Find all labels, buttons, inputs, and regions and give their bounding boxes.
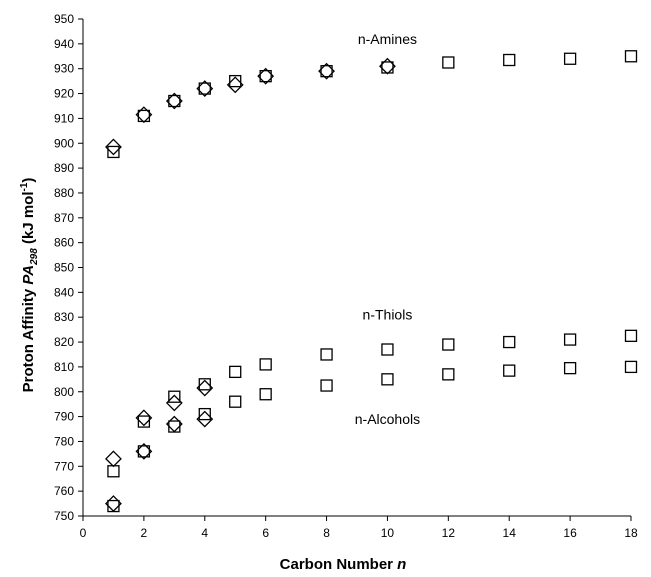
square-point	[260, 389, 271, 400]
y-tick-label: 950	[54, 12, 74, 26]
square-point	[443, 339, 454, 350]
y-tick-label: 870	[54, 211, 74, 225]
y-tick-label: 800	[54, 385, 74, 399]
square-point	[565, 53, 576, 64]
square-point	[504, 55, 515, 66]
square-point	[443, 369, 454, 380]
square-point	[443, 57, 454, 68]
square-point	[199, 409, 210, 420]
y-tick-label: 850	[54, 261, 74, 275]
x-tick-label: 4	[201, 526, 208, 540]
square-point	[382, 374, 393, 385]
x-tick-label: 0	[80, 526, 87, 540]
y-tick-label: 940	[54, 37, 74, 51]
y-tick-label: 770	[54, 459, 74, 473]
x-tick-label: 8	[323, 526, 330, 540]
x-tick-label: 18	[624, 526, 638, 540]
square-point	[382, 344, 393, 355]
y-tick-label: 760	[54, 484, 74, 498]
square-point	[504, 365, 515, 376]
square-point	[321, 380, 332, 391]
square-point	[504, 337, 515, 348]
y-axis-title: Proton Affinity PA298 (kJ mol-1)	[19, 178, 40, 393]
annotation-label: n-Alcohols	[355, 411, 420, 427]
annotations: n-Amines n-Thiols n-Alcohols	[355, 31, 420, 427]
annotation-label: n-Thiols	[363, 307, 413, 323]
series-square	[108, 51, 637, 512]
y-tick-label: 860	[54, 236, 74, 250]
x-axis-title: Carbon Number n	[280, 556, 407, 573]
x-tick-label: 12	[442, 526, 456, 540]
square-point	[260, 359, 271, 370]
y-tick-label: 890	[54, 161, 74, 175]
y-tick-label: 790	[54, 410, 74, 424]
y-tick-label: 830	[54, 310, 74, 324]
square-point	[230, 366, 241, 377]
square-point	[169, 391, 180, 402]
square-point	[565, 363, 576, 374]
diamond-point	[106, 451, 121, 466]
y-tick-label: 820	[54, 335, 74, 349]
y-tick-label: 930	[54, 62, 74, 76]
square-point	[626, 361, 637, 372]
x-tick-label: 16	[563, 526, 577, 540]
square-point	[230, 396, 241, 407]
y-tick-label: 750	[54, 509, 74, 523]
square-point	[108, 146, 119, 157]
y-tick-label: 910	[54, 111, 74, 125]
square-point	[108, 501, 119, 512]
y-tick-label: 780	[54, 434, 74, 448]
x-tick-label: 10	[381, 526, 395, 540]
y-tick-label: 920	[54, 87, 74, 101]
square-point	[382, 62, 393, 73]
y-tick-label: 900	[54, 136, 74, 150]
square-point	[321, 349, 332, 360]
x-tick-label: 2	[141, 526, 148, 540]
square-point	[138, 110, 149, 121]
tick-labels: 7507607707807908008108208308408508608708…	[54, 12, 638, 540]
annotation-label: n-Amines	[358, 31, 417, 47]
data-markers	[106, 51, 637, 512]
x-tick-label: 14	[503, 526, 517, 540]
y-tick-label: 810	[54, 360, 74, 374]
square-point	[565, 334, 576, 345]
y-tick-label: 840	[54, 285, 74, 299]
y-tick-label: 880	[54, 186, 74, 200]
square-point	[626, 51, 637, 62]
x-tick-label: 6	[262, 526, 269, 540]
square-point	[626, 330, 637, 341]
square-point	[169, 421, 180, 432]
axes	[78, 19, 631, 521]
square-point	[108, 466, 119, 477]
series-diamond	[106, 59, 395, 511]
